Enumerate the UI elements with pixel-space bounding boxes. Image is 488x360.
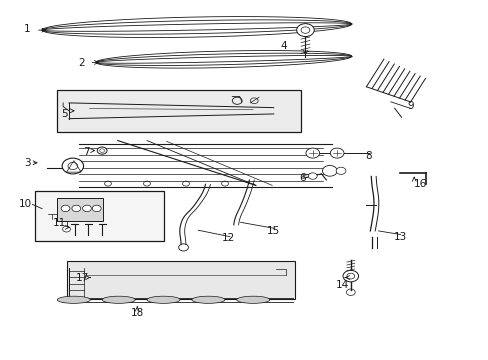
Text: 3: 3 [24, 158, 31, 168]
Circle shape [296, 24, 314, 37]
Text: 2: 2 [78, 58, 84, 68]
Text: 12: 12 [222, 233, 235, 243]
Text: 18: 18 [130, 308, 143, 318]
Circle shape [82, 205, 91, 212]
Text: 8: 8 [365, 150, 371, 161]
Circle shape [61, 205, 70, 212]
Circle shape [62, 226, 70, 232]
Text: 13: 13 [393, 232, 407, 242]
Text: 14: 14 [335, 280, 348, 290]
Bar [57, 198, 103, 221]
Text: 5: 5 [61, 109, 67, 119]
FancyBboxPatch shape [67, 261, 294, 300]
Text: 10: 10 [19, 199, 32, 210]
Ellipse shape [102, 296, 135, 303]
Circle shape [305, 148, 319, 158]
Circle shape [335, 167, 345, 174]
Circle shape [72, 205, 81, 212]
Circle shape [301, 27, 309, 33]
Circle shape [92, 205, 101, 212]
Circle shape [322, 166, 336, 176]
Text: 15: 15 [266, 226, 280, 236]
Circle shape [308, 173, 317, 179]
Text: 17: 17 [76, 273, 89, 283]
Text: 4: 4 [280, 41, 286, 50]
Circle shape [342, 270, 358, 282]
Text: 11: 11 [53, 218, 66, 228]
Circle shape [346, 273, 354, 279]
Text: 9: 9 [406, 102, 413, 112]
Text: 6: 6 [299, 173, 305, 183]
Text: 16: 16 [412, 179, 426, 189]
Bar [57, 90, 300, 132]
Circle shape [62, 158, 83, 174]
Ellipse shape [191, 296, 224, 303]
Bar [35, 191, 163, 241]
Ellipse shape [147, 296, 180, 303]
Circle shape [97, 147, 107, 154]
Text: 7: 7 [82, 147, 89, 157]
Ellipse shape [236, 296, 269, 303]
Text: 1: 1 [24, 24, 31, 35]
Ellipse shape [57, 296, 90, 303]
Circle shape [330, 148, 343, 158]
